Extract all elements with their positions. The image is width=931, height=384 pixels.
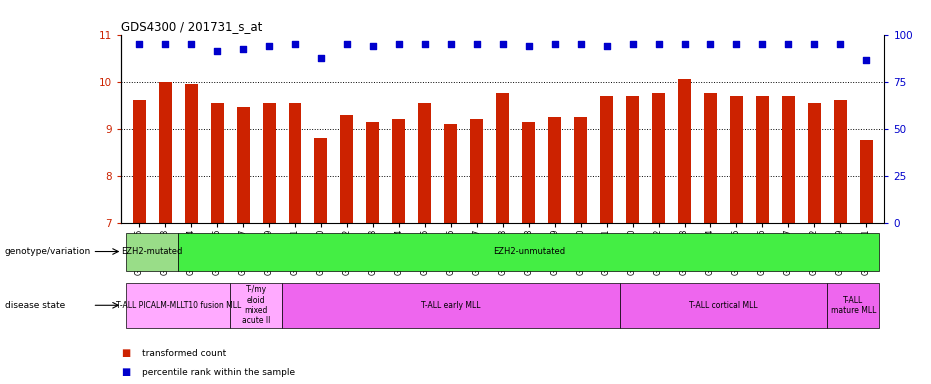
Point bbox=[755, 41, 770, 47]
Point bbox=[391, 41, 406, 47]
Bar bbox=[230, 283, 282, 328]
Point bbox=[132, 41, 147, 47]
Bar bbox=[678, 79, 691, 223]
Bar bbox=[158, 82, 171, 223]
Text: T-ALL cortical MLL: T-ALL cortical MLL bbox=[689, 301, 758, 310]
Bar bbox=[444, 124, 457, 223]
Point bbox=[600, 43, 614, 50]
Bar bbox=[341, 114, 354, 223]
Point bbox=[288, 41, 303, 47]
Point bbox=[807, 41, 822, 47]
Bar bbox=[704, 93, 717, 223]
Text: transformed count: transformed count bbox=[142, 349, 225, 358]
Point bbox=[417, 41, 432, 47]
Text: genotype/variation: genotype/variation bbox=[5, 247, 91, 256]
Bar bbox=[620, 283, 828, 328]
Bar bbox=[496, 93, 509, 223]
Point bbox=[833, 41, 848, 47]
Point bbox=[703, 41, 718, 47]
Point bbox=[547, 41, 562, 47]
Point bbox=[729, 41, 744, 47]
Point bbox=[314, 55, 329, 61]
Bar bbox=[392, 119, 405, 223]
Bar bbox=[127, 283, 230, 328]
Bar bbox=[626, 96, 639, 223]
Point bbox=[469, 41, 484, 47]
Text: T-ALL early MLL: T-ALL early MLL bbox=[421, 301, 480, 310]
Text: percentile rank within the sample: percentile rank within the sample bbox=[142, 368, 294, 377]
Text: T-ALL
mature MLL: T-ALL mature MLL bbox=[830, 296, 876, 315]
Point bbox=[209, 48, 224, 54]
Bar bbox=[236, 108, 250, 223]
Bar bbox=[600, 96, 614, 223]
Point bbox=[236, 46, 250, 52]
Bar bbox=[652, 93, 665, 223]
Bar bbox=[263, 103, 276, 223]
Point bbox=[625, 41, 640, 47]
Bar bbox=[834, 101, 847, 223]
Text: T-/my
eloid
mixed
acute ll: T-/my eloid mixed acute ll bbox=[242, 285, 270, 325]
Bar bbox=[860, 141, 872, 223]
Bar bbox=[756, 96, 769, 223]
Bar bbox=[548, 117, 561, 223]
Point bbox=[366, 43, 381, 50]
Point bbox=[340, 41, 355, 47]
Bar bbox=[730, 96, 743, 223]
Point bbox=[781, 41, 796, 47]
Bar bbox=[470, 119, 483, 223]
Bar bbox=[289, 103, 302, 223]
Bar bbox=[367, 122, 380, 223]
Bar bbox=[828, 283, 879, 328]
Point bbox=[521, 43, 536, 50]
Text: ■: ■ bbox=[121, 367, 130, 377]
Text: EZH2-unmutated: EZH2-unmutated bbox=[492, 247, 565, 256]
Bar bbox=[210, 103, 223, 223]
Point bbox=[157, 41, 172, 47]
Point bbox=[677, 41, 692, 47]
Bar bbox=[808, 103, 821, 223]
Text: disease state: disease state bbox=[5, 301, 65, 310]
Point bbox=[443, 41, 458, 47]
Text: ■: ■ bbox=[121, 348, 130, 358]
Bar bbox=[133, 101, 145, 223]
Text: EZH2-mutated: EZH2-mutated bbox=[122, 247, 182, 256]
Point bbox=[858, 57, 873, 63]
Point bbox=[495, 41, 510, 47]
Point bbox=[183, 41, 198, 47]
Bar bbox=[184, 84, 197, 223]
Point bbox=[262, 43, 277, 50]
Bar bbox=[418, 103, 431, 223]
Bar bbox=[522, 122, 535, 223]
Bar bbox=[282, 283, 620, 328]
Bar bbox=[315, 138, 328, 223]
Point bbox=[573, 41, 588, 47]
Text: GDS4300 / 201731_s_at: GDS4300 / 201731_s_at bbox=[121, 20, 263, 33]
Point bbox=[651, 41, 666, 47]
Bar bbox=[574, 117, 587, 223]
Bar bbox=[782, 96, 795, 223]
Bar bbox=[127, 233, 178, 271]
Text: T-ALL PICALM-MLLT10 fusion MLL: T-ALL PICALM-MLLT10 fusion MLL bbox=[115, 301, 241, 310]
